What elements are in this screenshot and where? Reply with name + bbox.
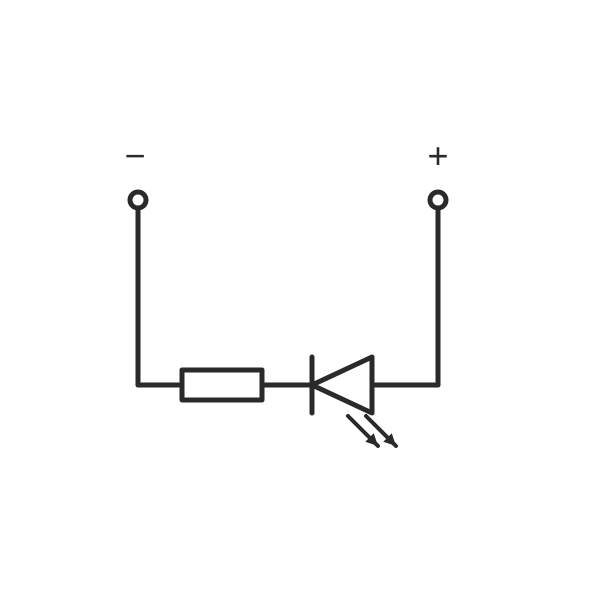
led-anode-triangle [312, 357, 372, 413]
terminal-plus-label: + [427, 135, 448, 176]
terminal-minus-label: − [124, 135, 145, 176]
circuit-diagram: −+ [0, 0, 600, 600]
resistor [182, 370, 262, 400]
